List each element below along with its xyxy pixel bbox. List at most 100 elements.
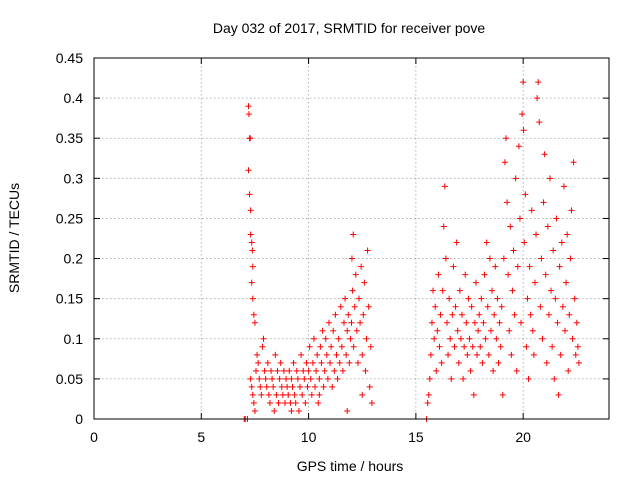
data-point (442, 255, 449, 262)
data-point (554, 319, 561, 326)
x-tick-label: 10 (301, 429, 317, 445)
data-point (540, 199, 547, 206)
x-tick-label: 5 (197, 429, 205, 445)
data-point (549, 343, 556, 350)
data-point (516, 215, 523, 222)
data-point (428, 319, 435, 326)
data-point (368, 399, 375, 406)
data-points (241, 79, 582, 422)
data-point (500, 255, 507, 262)
data-point (245, 103, 252, 110)
data-point (344, 327, 351, 334)
data-point (527, 311, 534, 318)
data-point (522, 191, 529, 198)
y-tick-label: 0.2 (64, 251, 84, 267)
data-point (338, 343, 345, 350)
data-point (433, 367, 440, 374)
data-point (548, 287, 555, 294)
y-tick-label: 0.45 (56, 50, 83, 66)
data-point (313, 367, 320, 374)
data-point (269, 375, 276, 382)
data-point (463, 319, 470, 326)
data-point (534, 95, 541, 102)
data-point (552, 295, 559, 302)
data-point (322, 335, 329, 342)
data-point (298, 351, 305, 358)
data-point (301, 375, 308, 382)
data-point (479, 359, 486, 366)
data-point (270, 383, 277, 390)
data-point (275, 399, 282, 406)
data-point (426, 375, 433, 382)
data-point (247, 231, 254, 238)
data-point (303, 359, 310, 366)
data-point (531, 279, 538, 286)
data-point (496, 319, 503, 326)
data-point (299, 391, 306, 398)
data-point (316, 375, 323, 382)
chart-title: Day 032 of 2017, SRMTID for receiver pov… (213, 20, 486, 36)
data-point (453, 239, 460, 246)
data-point (345, 311, 352, 318)
data-point (325, 319, 332, 326)
data-point (292, 399, 299, 406)
data-point (264, 359, 271, 366)
data-point (559, 303, 566, 310)
data-point (476, 311, 483, 318)
data-point (424, 399, 431, 406)
data-point (487, 327, 494, 334)
data-point (343, 351, 350, 358)
data-point (360, 311, 367, 318)
x-tick-label: 20 (515, 429, 531, 445)
data-point (475, 327, 482, 334)
y-tick-label: 0.4 (64, 90, 84, 106)
data-point (332, 311, 339, 318)
data-point (324, 375, 331, 382)
data-point (340, 319, 347, 326)
data-point (430, 287, 437, 294)
data-point (272, 351, 279, 358)
data-point (286, 367, 293, 374)
data-point (348, 319, 355, 326)
data-point (556, 263, 563, 270)
data-point (520, 79, 527, 86)
data-point (266, 399, 273, 406)
data-point (497, 343, 504, 350)
data-point (247, 375, 254, 382)
data-point (504, 199, 511, 206)
data-point (477, 343, 484, 350)
data-point (570, 159, 577, 166)
data-point (317, 343, 324, 350)
data-point (567, 255, 574, 262)
data-point (544, 223, 551, 230)
data-point (489, 287, 496, 294)
data-point (460, 375, 467, 382)
data-point (465, 295, 472, 302)
data-point (560, 183, 567, 190)
data-point (260, 335, 267, 342)
data-point (461, 343, 468, 350)
data-point (315, 399, 322, 406)
data-point (367, 343, 374, 350)
data-point (437, 311, 444, 318)
data-point (569, 335, 576, 342)
data-point (350, 231, 357, 238)
data-point (493, 335, 500, 342)
data-point (509, 287, 516, 294)
plot-frame (93, 57, 610, 420)
data-point (300, 367, 307, 374)
data-point (255, 359, 262, 366)
data-point (432, 303, 439, 310)
data-point (484, 303, 491, 310)
x-tick-label: 15 (408, 429, 424, 445)
data-point (513, 367, 520, 374)
data-point (431, 335, 438, 342)
y-tick-label: 0.15 (56, 291, 83, 307)
data-point (543, 359, 550, 366)
data-point (466, 335, 473, 342)
data-point (427, 351, 434, 358)
data-point (518, 319, 525, 326)
data-point (447, 335, 454, 342)
data-point (328, 343, 335, 350)
data-point (263, 383, 270, 390)
